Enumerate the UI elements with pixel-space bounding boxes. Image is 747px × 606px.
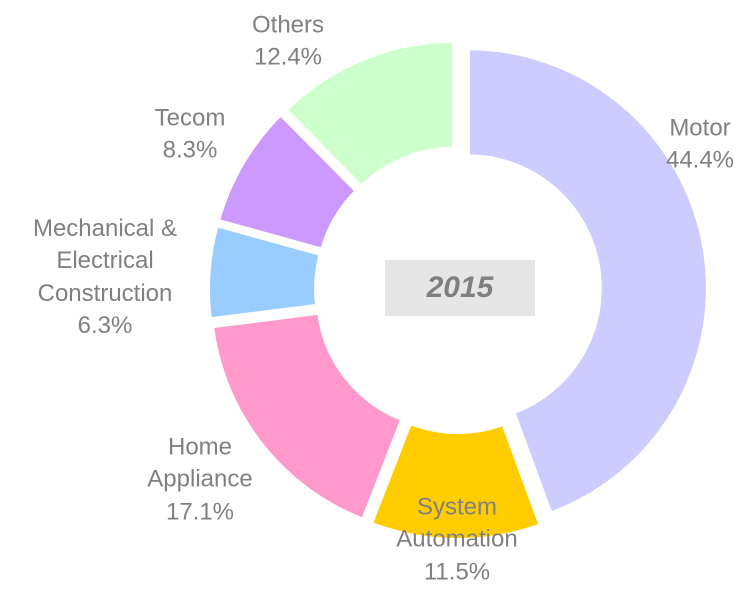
category-label: Motor (669, 114, 731, 142)
slice-label: Motor 44.4% (640, 113, 747, 178)
slice (465, 46, 710, 517)
category-label: Others (251, 11, 325, 39)
center-label: 2015 (385, 260, 535, 316)
slice-label: Others 12.4% (228, 10, 348, 75)
slice (215, 111, 360, 253)
slice (282, 38, 457, 190)
category-label: Home Appliance (147, 433, 253, 493)
value-label: 12.4% (253, 44, 323, 71)
value-label: 17.1% (165, 498, 235, 526)
slice-label: Mechanical & Electrical Construction 6.3% (10, 213, 200, 343)
slice (206, 222, 324, 322)
category-label: Tecom (154, 104, 226, 132)
value-label: 8.3% (162, 137, 218, 164)
category-label: Mechanical & Electrical Construction (32, 215, 178, 307)
value-label: 11.5% (423, 558, 491, 586)
slice (368, 420, 544, 542)
category-label: System Automation (396, 493, 518, 553)
slice-label: Tecom 8.3% (130, 103, 250, 168)
value-label: 44.4% (665, 147, 735, 174)
slice (209, 310, 405, 523)
slice-label: System Automation 11.5% (382, 491, 532, 588)
value-label: 6.3% (77, 312, 133, 340)
slice-label: Home Appliance 17.1% (135, 431, 265, 528)
